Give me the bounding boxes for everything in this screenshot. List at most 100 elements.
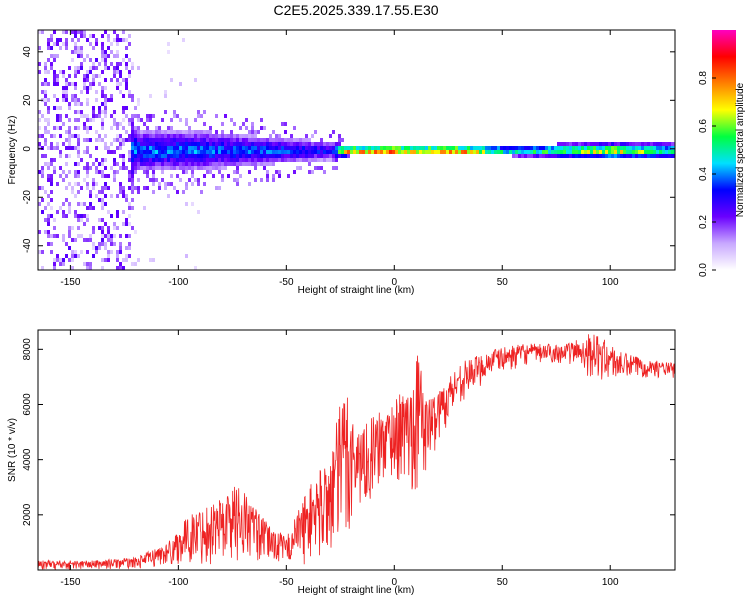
heatmap-cell: [161, 130, 164, 134]
heatmap-cell: [107, 210, 110, 214]
heatmap-cell: [122, 158, 125, 162]
heatmap-cell: [251, 130, 254, 134]
heatmap-cell: [125, 114, 128, 118]
heatmap-cell: [632, 142, 635, 146]
heatmap-cell: [155, 158, 158, 162]
heatmap-cell: [131, 94, 134, 98]
heatmap-cell: [200, 166, 203, 170]
heatmap-cell: [329, 158, 332, 162]
heatmap-cell: [443, 150, 446, 154]
heatmap-cell: [95, 42, 98, 46]
heatmap-cell: [107, 34, 110, 38]
heatmap-cell: [209, 138, 212, 142]
heatmap-cell: [65, 46, 68, 50]
heatmap-cell: [86, 78, 89, 82]
heatmap-cell: [44, 102, 47, 106]
heatmap-cell: [260, 162, 263, 166]
heatmap-cell: [308, 150, 311, 154]
heatmap-cell: [401, 146, 404, 150]
heatmap-cell: [86, 250, 89, 254]
heatmap-cell: [122, 106, 125, 110]
heatmap-cell: [77, 38, 80, 42]
heatmap-cell: [200, 162, 203, 166]
heatmap-cell: [38, 142, 41, 146]
heatmap-cell: [470, 150, 473, 154]
heatmap-cell: [38, 126, 41, 130]
heatmap-cell: [296, 142, 299, 146]
heatmap-cell: [131, 190, 134, 194]
heatmap-cell: [233, 154, 236, 158]
heatmap-cell: [185, 146, 188, 150]
heatmap-cell: [47, 194, 50, 198]
heatmap-cell: [293, 142, 296, 146]
heatmap-cell: [65, 42, 68, 46]
heatmap-cell: [392, 146, 395, 150]
heatmap-cell: [332, 130, 335, 134]
heatmap-cell: [260, 138, 263, 142]
heatmap-cell: [80, 62, 83, 66]
heatmap-cell: [47, 230, 50, 234]
heatmap-cell: [65, 114, 68, 118]
heatmap-cell: [101, 230, 104, 234]
heatmap-cell: [104, 146, 107, 150]
heatmap-cell: [257, 162, 260, 166]
heatmap-cell: [209, 130, 212, 134]
heatmap-cell: [248, 138, 251, 142]
heatmap-cell: [80, 186, 83, 190]
heatmap-cell: [302, 158, 305, 162]
heatmap-cell: [326, 150, 329, 154]
heatmap-cell: [212, 158, 215, 162]
heatmap-cell: [224, 158, 227, 162]
heatmap-cell: [83, 214, 86, 218]
heatmap-cell: [71, 58, 74, 62]
heatmap-cell: [215, 134, 218, 138]
heatmap-cell: [179, 118, 182, 122]
heatmap-cell: [155, 146, 158, 150]
heatmap-cell: [197, 138, 200, 142]
heatmap-cell: [263, 158, 266, 162]
heatmap-cell: [98, 226, 101, 230]
heatmap-cell: [194, 142, 197, 146]
heatmap-cell: [572, 154, 575, 158]
heatmap-cell: [65, 130, 68, 134]
heatmap-cell: [140, 138, 143, 142]
heatmap-cell: [203, 158, 206, 162]
heatmap-cell: [230, 150, 233, 154]
heatmap-cell: [56, 182, 59, 186]
heatmap-cell: [584, 154, 587, 158]
heatmap-cell: [242, 138, 245, 142]
heatmap-cell: [662, 154, 665, 158]
heatmap-cell: [131, 142, 134, 146]
heatmap-cell: [131, 126, 134, 130]
heatmap-cell: [101, 118, 104, 122]
heatmap-cell: [41, 114, 44, 118]
heatmap-cell: [80, 102, 83, 106]
heatmap-cell: [77, 118, 80, 122]
heatmap-cell: [47, 106, 50, 110]
heatmap-cell: [260, 178, 263, 182]
heatmap-cell: [491, 150, 494, 154]
heatmap-cell: [173, 142, 176, 146]
heatmap-cell: [101, 258, 104, 262]
heatmap-cell: [131, 226, 134, 230]
heatmap-cell: [509, 150, 512, 154]
heatmap-cell: [89, 86, 92, 90]
heatmap-cell: [218, 138, 221, 142]
heatmap-cell: [95, 114, 98, 118]
heatmap-cell: [104, 134, 107, 138]
heatmap-cell: [104, 258, 107, 262]
heatmap-cell: [113, 70, 116, 74]
heatmap-cell: [62, 262, 65, 266]
heatmap-cell: [272, 138, 275, 142]
heatmap-cell: [293, 146, 296, 150]
heatmap-cell: [146, 166, 149, 170]
heatmap-cell: [293, 150, 296, 154]
heatmap-cell: [317, 146, 320, 150]
heatmap-cell: [56, 258, 59, 262]
heatmap-cell: [113, 122, 116, 126]
heatmap-cell: [503, 146, 506, 150]
heatmap-cell: [74, 254, 77, 258]
heatmap-cell: [65, 138, 68, 142]
heatmap-cell: [140, 158, 143, 162]
heatmap-cell: [95, 74, 98, 78]
